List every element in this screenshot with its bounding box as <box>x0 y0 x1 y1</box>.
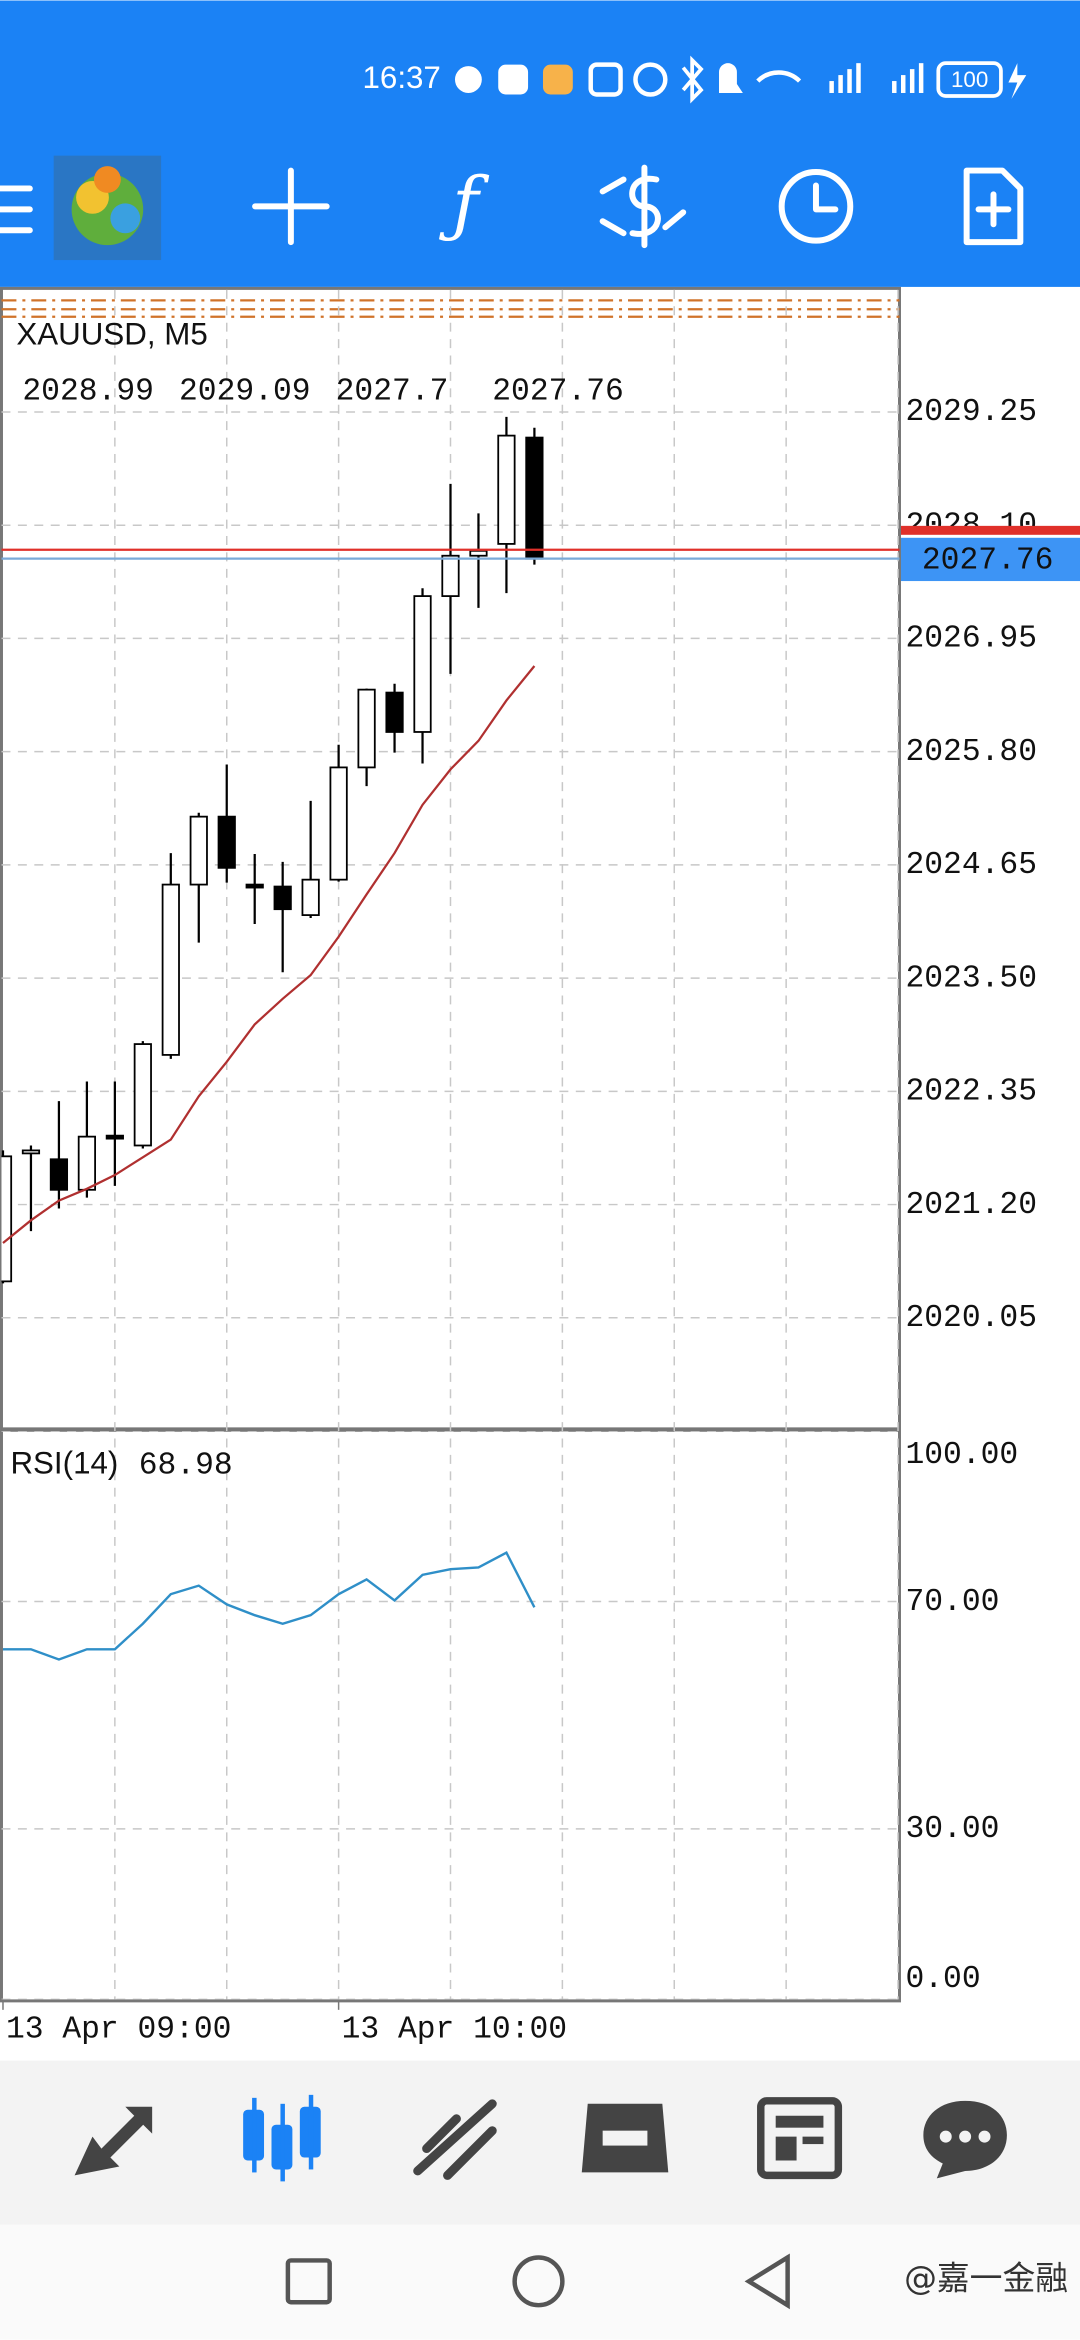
x-tick-label: 13 Apr 09:00 <box>6 2013 231 2048</box>
candle-body <box>245 883 264 889</box>
y-tick-label: 2025.80 <box>905 735 1037 770</box>
y-tick-label: 2024.65 <box>905 848 1037 883</box>
ask-marker <box>900 525 1080 535</box>
recents-button[interactable] <box>285 2258 332 2305</box>
period-button[interactable] <box>778 169 854 244</box>
candle-body <box>217 815 236 869</box>
trade-tab[interactable] <box>413 2099 497 2180</box>
status-icons <box>454 55 1027 104</box>
candle-body <box>133 1043 152 1147</box>
last-close: 2027.76 <box>492 375 624 410</box>
back-button[interactable] <box>744 2253 790 2310</box>
time-grid <box>114 289 899 2000</box>
y-tick-label: 2029.25 <box>905 395 1037 430</box>
candle-body <box>49 1158 69 1191</box>
trade-button[interactable] <box>599 164 687 249</box>
candle-body <box>161 883 180 1056</box>
axes: 2029.252028.102026.952025.802024.652023.… <box>1 395 1080 2048</box>
y-tick-label: 2020.05 <box>905 1301 1037 1336</box>
y-tick-label: 0.00 <box>905 1962 980 1997</box>
home-button[interactable] <box>512 2255 565 2308</box>
candle-body <box>105 1134 124 1140</box>
watermark: @嘉一金融 <box>904 2259 1068 2297</box>
candle-body <box>301 878 320 916</box>
candle-body <box>1 1155 13 1283</box>
bottom-nav <box>0 2060 1080 2225</box>
chart-tab[interactable] <box>243 2094 321 2182</box>
candle-body <box>273 885 292 911</box>
price-plot <box>1 411 900 1319</box>
status-time: 16:37 <box>362 60 440 95</box>
symbol-title: XAUUSD, M5 <box>16 316 207 351</box>
app-logo[interactable] <box>53 155 162 261</box>
y-tick-label: 70.00 <box>905 1585 999 1620</box>
history-tab[interactable] <box>581 2103 669 2173</box>
candle-body <box>413 595 432 733</box>
last-low: 2027.7 <box>336 375 449 410</box>
candle-body <box>385 691 404 733</box>
candle-body <box>357 688 376 769</box>
y-tick-label: 100.00 <box>905 1438 1018 1473</box>
last-high: 2029.09 <box>179 375 311 410</box>
candle-body <box>441 554 460 597</box>
candle-body <box>21 1149 41 1155</box>
y-tick-label: 2026.95 <box>905 622 1037 657</box>
menu-button[interactable] <box>0 185 33 234</box>
rsi-plot <box>1 1431 900 2000</box>
rsi-title: RSI(14) <box>10 1446 118 1481</box>
app-header <box>0 0 1080 287</box>
y-tick-label: 2022.35 <box>905 1075 1037 1110</box>
system-nav <box>0 2224 1080 2340</box>
rsi-current: 68.98 <box>139 1449 233 1484</box>
bid-label: 2027.76 <box>922 543 1054 578</box>
y-tick-label: 30.00 <box>905 1812 999 1847</box>
y-tick-label: 2023.50 <box>905 961 1037 996</box>
chat-tab[interactable] <box>923 2100 1007 2179</box>
bid-label-box <box>900 537 1080 582</box>
quotes-tab[interactable] <box>74 2106 153 2176</box>
new-order-button[interactable] <box>963 167 1024 246</box>
moving-average <box>2 665 536 1244</box>
y-tick-label: 2021.20 <box>905 1188 1037 1223</box>
candle-body <box>329 766 348 881</box>
candle-body <box>525 436 544 560</box>
x-tick-label: 13 Apr 10:00 <box>342 2013 568 2048</box>
battery-level: 100 <box>951 67 988 92</box>
candle-body <box>77 1135 96 1191</box>
candle-body <box>497 434 516 545</box>
rsi-line <box>2 1551 536 1661</box>
news-tab[interactable] <box>757 2097 843 2180</box>
candle-body <box>469 549 488 557</box>
last-open: 2028.99 <box>22 375 154 410</box>
crosshair-button[interactable] <box>252 167 330 246</box>
candle-body <box>189 815 208 886</box>
